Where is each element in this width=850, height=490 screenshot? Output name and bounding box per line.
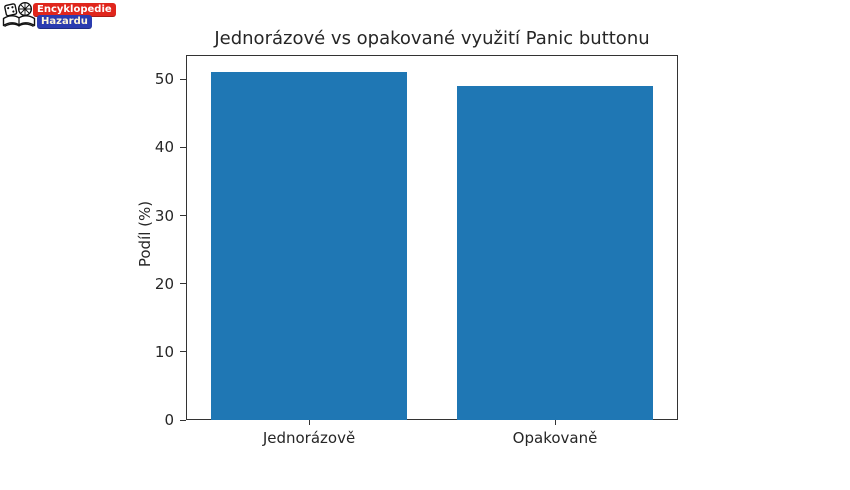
x-tick-label-Jednorázově: Jednorázově — [262, 429, 356, 447]
y-tick-label-30: 30 — [154, 206, 174, 225]
x-tick-mark-Opakovaně — [554, 420, 556, 425]
y-tick-mark-20 — [180, 283, 186, 285]
y-tick-mark-0 — [180, 419, 186, 421]
bar-Jednorázově — [210, 72, 408, 420]
open-book-dice-clock-icon — [2, 1, 36, 28]
y-tick-mark-50 — [180, 78, 186, 80]
y-tick-mark-10 — [180, 351, 186, 353]
logo-text-line2: Hazardu — [37, 15, 92, 29]
x-tick-label-Opakovaně: Opakovaně — [512, 429, 598, 447]
y-tick-label-40: 40 — [154, 138, 174, 157]
y-tick-label-0: 0 — [164, 411, 174, 429]
bar-Opakovaně — [456, 86, 654, 420]
y-tick-mark-30 — [180, 215, 186, 217]
chart-title: Jednorázové vs opakované využití Panic b… — [214, 28, 650, 49]
y-tick-mark-40 — [180, 146, 186, 148]
plot-area — [186, 55, 678, 420]
y-tick-label-20: 20 — [154, 274, 174, 293]
y-tick-label-50: 50 — [154, 70, 174, 89]
site-logo: Encyklopedie Hazardu — [2, 1, 116, 31]
x-tick-mark-Jednorázově — [308, 420, 310, 425]
y-tick-label-10: 10 — [154, 342, 174, 361]
